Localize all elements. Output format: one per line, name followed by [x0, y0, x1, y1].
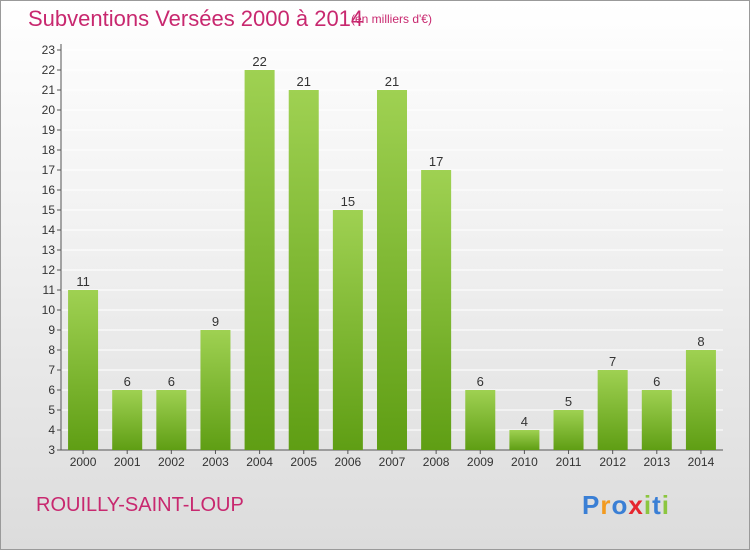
y-tick-label: 19 [42, 123, 56, 137]
proxiti-logo[interactable]: Proxiti [582, 490, 670, 521]
data-label-2007: 21 [385, 74, 399, 89]
y-tick-label: 20 [42, 103, 56, 117]
data-label-2009: 6 [477, 374, 484, 389]
y-tick-label: 12 [42, 263, 56, 277]
data-label-2014: 8 [697, 334, 704, 349]
x-tick-label-2012: 2012 [599, 455, 626, 469]
y-tick-label: 4 [48, 423, 55, 437]
x-tick-label-2001: 2001 [114, 455, 141, 469]
logo-letter: r [600, 490, 612, 520]
bar-2006 [332, 210, 363, 450]
y-tick-label: 11 [43, 283, 56, 297]
y-tick-label: 15 [42, 203, 56, 217]
logo-letter: i [643, 490, 653, 520]
y-tick-label: 5 [48, 403, 55, 417]
data-label-2008: 17 [429, 154, 443, 169]
data-label-2002: 6 [168, 374, 175, 389]
bar-2013 [641, 390, 672, 450]
x-tick-label-2004: 2004 [246, 455, 273, 469]
y-tick-label: 9 [48, 323, 55, 337]
chart-unit-label: (en milliers d'€) [351, 12, 432, 26]
bar-2004 [244, 70, 275, 450]
y-tick-label: 3 [48, 443, 55, 457]
y-tick-label: 18 [42, 143, 56, 157]
data-label-2003: 9 [212, 314, 219, 329]
x-tick-label-2011: 2011 [556, 455, 582, 469]
bar-2007 [376, 90, 408, 450]
x-tick-label-2005: 2005 [290, 455, 317, 469]
x-tick-label-2003: 2003 [202, 455, 229, 469]
y-tick-label: 21 [42, 83, 56, 97]
data-label-2006: 15 [341, 194, 355, 209]
x-tick-label-2008: 2008 [423, 455, 450, 469]
logo-letter: x [628, 490, 644, 520]
bar-2009 [465, 390, 496, 450]
x-tick-labels: 2000 2001 2002 2003 2004 2005 2006 2007 2008 2009… [70, 455, 715, 469]
data-label-2011: 5 [565, 394, 572, 409]
x-tick-label-2009: 2009 [467, 455, 494, 469]
x-tick-label-2000: 2000 [70, 455, 97, 469]
data-label-2012: 7 [609, 354, 616, 369]
bar-2012 [597, 370, 628, 450]
logo-letter: P [582, 490, 601, 520]
y-tick-label: 23 [42, 43, 56, 57]
data-label-2000: 11 [76, 274, 90, 289]
y-tick-label: 13 [42, 243, 56, 257]
bar-2002 [156, 390, 187, 450]
logo-letter: o [611, 490, 629, 520]
y-tick-label: 7 [48, 363, 55, 377]
y-tick-label: 22 [42, 63, 56, 77]
x-tick-label-2007: 2007 [379, 455, 406, 469]
bar-2008 [421, 170, 452, 450]
bar-2005 [288, 90, 319, 450]
data-label-2005: 21 [296, 74, 310, 89]
bar-2010 [509, 430, 540, 450]
x-tick-label-2013: 2013 [643, 455, 670, 469]
y-tick-label: 17 [42, 163, 56, 177]
x-tick-label-2006: 2006 [335, 455, 362, 469]
logo-letter: t [652, 490, 662, 520]
logo-letter: i [661, 490, 670, 520]
chart-title: Subventions Versées 2000 à 2014 [28, 6, 364, 31]
bar-2001 [112, 390, 143, 450]
y-tick-label: 8 [48, 343, 55, 357]
x-tick-label-2002: 2002 [158, 455, 185, 469]
data-label-2010: 4 [521, 414, 528, 429]
bar-2003 [200, 330, 231, 450]
bar-2011 [553, 410, 584, 450]
y-tick-label: 10 [42, 303, 56, 317]
x-tick-label-2010: 2010 [511, 455, 538, 469]
data-label-2013: 6 [653, 374, 660, 389]
y-tick-labels: 3 4 5 6 7 8 9 10 11 12 13 14 15 16 17 18 19 20 21 22 23 [42, 43, 56, 457]
bar-2014 [685, 350, 716, 450]
bars [68, 70, 716, 450]
bar-2000 [68, 290, 99, 450]
data-label-2004: 22 [252, 54, 266, 69]
data-labels: 11 6 6 9 22 21 15 21 17 6 4 5 7 6 8 [76, 54, 704, 429]
y-tick-label: 6 [48, 383, 55, 397]
y-tick-label: 16 [42, 183, 56, 197]
data-label-2001: 6 [124, 374, 131, 389]
x-tick-label-2014: 2014 [688, 455, 715, 469]
commune-name: ROUILLY-SAINT-LOUP [36, 494, 244, 516]
y-tick-label: 14 [42, 223, 56, 237]
